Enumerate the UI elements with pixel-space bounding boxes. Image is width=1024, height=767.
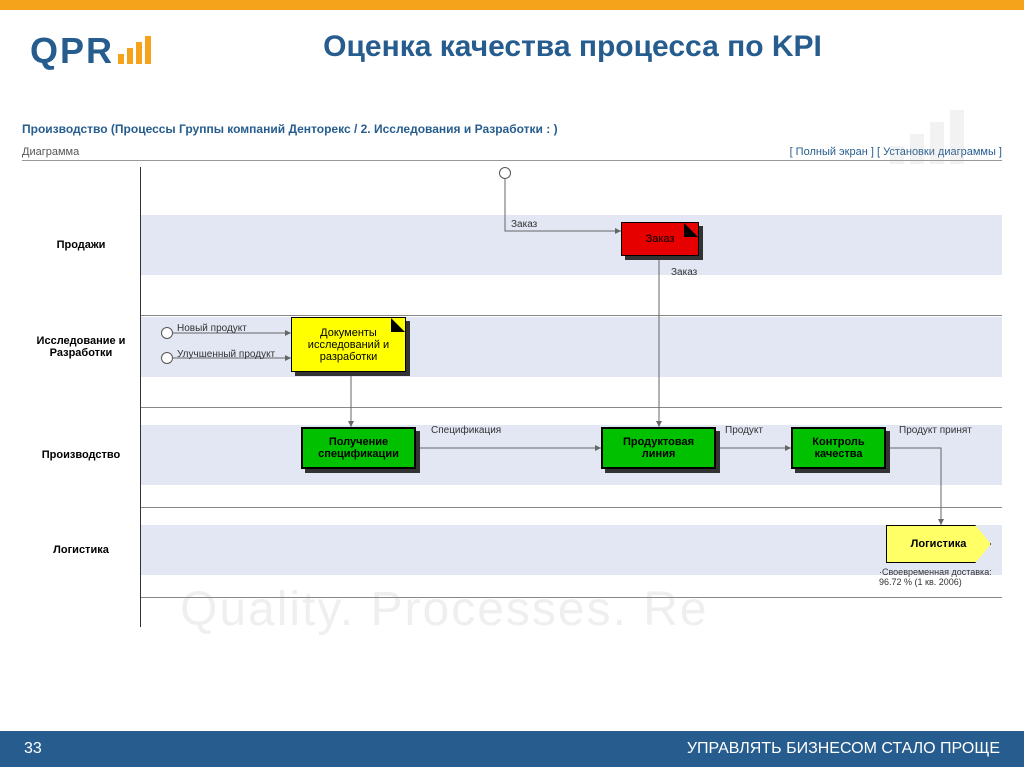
start-event-icon — [161, 352, 173, 364]
top-accent-bar — [0, 0, 1024, 10]
lane-label-log: Логистика — [22, 525, 140, 575]
lane-divider — [141, 507, 1002, 508]
lane-band — [141, 317, 1002, 377]
lane-divider — [141, 407, 1002, 408]
start-event-icon — [161, 327, 173, 339]
content-area: Производство (Процессы Группы компаний Д… — [0, 82, 1024, 637]
lane-band — [141, 525, 1002, 575]
watermark-bars-icon — [890, 110, 964, 164]
edge-label: Заказ — [671, 267, 697, 278]
page-number: 33 — [24, 740, 42, 758]
footer-tagline: УПРАВЛЯТЬ БИЗНЕСОМ СТАЛО ПРОЩЕ — [687, 740, 1000, 758]
fullscreen-link[interactable]: [ Полный экран ] — [790, 146, 874, 158]
edge-label: Продукт принят — [899, 425, 972, 436]
lane-label-sales: Продажи — [22, 215, 140, 275]
lane-area: Документы исследований и разработки Полу… — [140, 167, 1002, 627]
header: QPR Оценка качества процесса по KPI — [0, 10, 1024, 82]
node-qc[interactable]: Контроль качества — [791, 427, 886, 469]
lane-labels: Продажи Исследование и Разработки Произв… — [22, 167, 140, 627]
node-product-line[interactable]: Продуктовая линия — [601, 427, 716, 469]
logo-bars-icon — [118, 36, 151, 64]
toolbar-label: Диаграмма — [22, 146, 79, 158]
start-event-icon — [499, 167, 511, 179]
edge-label: Заказ — [511, 219, 537, 230]
node-docs[interactable]: Документы исследований и разработки — [291, 317, 406, 372]
footnote: ·Своевременная доставка: 96.72 % (1 кв. … — [879, 567, 1009, 587]
lane-divider — [141, 597, 1002, 598]
edge-label: Улучшенный продукт — [177, 349, 275, 360]
node-spec[interactable]: Получение спецификации — [301, 427, 416, 469]
page-title: Оценка качества процесса по KPI — [151, 30, 994, 64]
lane-band — [141, 215, 1002, 275]
node-order[interactable]: Заказ — [621, 222, 699, 256]
lane-divider — [141, 315, 1002, 316]
lane-label-rnd: Исследование и Разработки — [22, 317, 140, 377]
node-logistics[interactable]: Логистика — [886, 525, 991, 563]
edge-label: Продукт — [725, 425, 763, 436]
footer: 33 УПРАВЛЯТЬ БИЗНЕСОМ СТАЛО ПРОЩЕ — [0, 731, 1024, 767]
edge-label: Новый продукт — [177, 323, 247, 334]
logo: QPR — [30, 30, 151, 72]
lane-label-prod: Производство — [22, 425, 140, 485]
breadcrumb: Производство (Процессы Группы компаний Д… — [22, 122, 1002, 136]
diagram-toolbar: Диаграмма [ Полный экран ] [ Установки д… — [22, 146, 1002, 161]
logo-text: QPR — [30, 30, 114, 72]
swimlane-diagram: Продажи Исследование и Разработки Произв… — [22, 167, 1002, 627]
edge-label: Спецификация — [431, 425, 501, 436]
